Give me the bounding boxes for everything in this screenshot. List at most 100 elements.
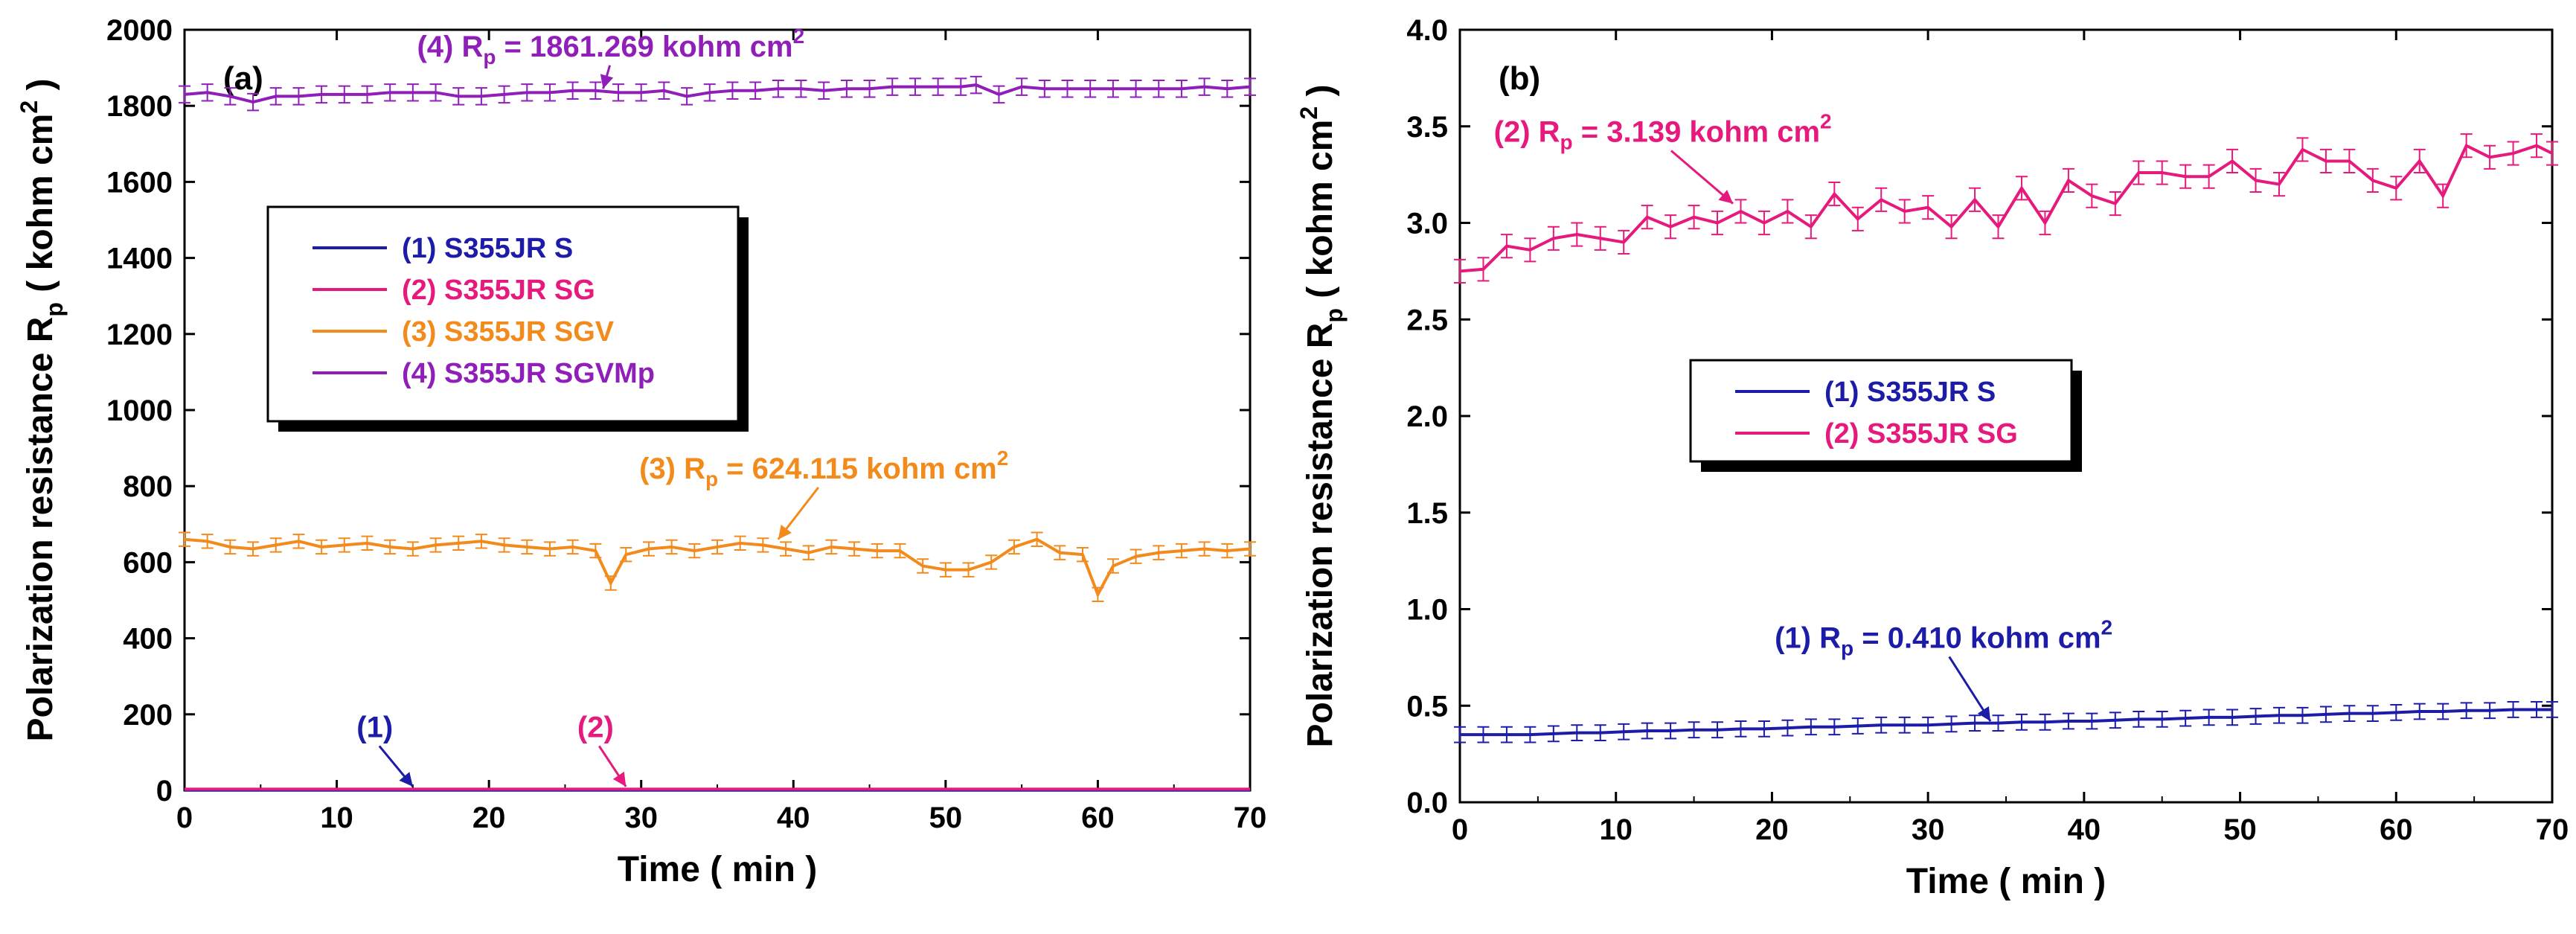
x-tick-label: 10 [320,802,353,834]
annotation-sup: 2 [793,25,805,48]
x-tick-label: 20 [472,802,506,834]
series-2 [1454,133,2558,284]
chart-panel-a: 0 10 20 30 40 50 60 70 0 200 400 600 800 1000 1200 1400… [16,14,1266,889]
y-tick-label: 1400 [106,243,173,275]
annotation-sub: p [705,467,718,490]
y-axis-title-main: Polarization resistance R [21,317,60,742]
annotation-arrow-head [612,771,627,787]
y-tick-label: 400 [123,623,173,656]
x-tick-label: 10 [1599,813,1633,846]
annotation-main: (4) R [417,31,483,63]
y-tick-label: 4.0 [1406,14,1448,47]
y-axis-title-sub: p [41,302,68,317]
panel-label: (b) [1499,60,1540,97]
annotation-rest: = 624.115 kohm cm [718,452,997,485]
x-tick-label: 40 [777,802,810,834]
y-axis-title-sub: p [1321,308,1348,323]
annotation-rest: = 3.139 kohm cm [1573,116,1820,149]
y-tick-label: 800 [123,470,173,503]
legend-box [266,205,740,423]
annotation-4: (2) [577,711,627,787]
series-line [1460,708,2552,737]
series-3 [179,531,1256,603]
y-axis-title: Polarization resistance Rp ( kohm cm2 ) [16,79,68,742]
panel-label: (a) [223,60,263,97]
x-tick-label: 50 [2223,813,2257,846]
annotation-sup: 2 [2101,615,2113,639]
legend-box [1689,359,2073,463]
y-axis-title-main: Polarization resistance R [1301,323,1340,748]
y-axis-title-end: ) [21,79,60,100]
annotation-rest: = 0.410 kohm cm [1853,621,2101,654]
y-tick-label: 0.5 [1406,690,1448,723]
x-tick-label: 70 [2536,813,2569,846]
annotation-arrow-head [1977,706,1991,722]
x-tick-label: 0 [176,802,193,834]
x-axis-title: Time ( min ) [1906,862,2106,901]
annotation-sub: p [1560,131,1573,154]
x-tick-label: 30 [624,802,658,834]
x-tick-label: 60 [1081,802,1115,834]
annotation-text: (2) [577,711,614,743]
legend: (1) S355JR S (2) S355JR SG [1689,359,2082,472]
y-tick-label: 2.5 [1406,304,1448,336]
x-tick-label: 0 [1452,813,1468,846]
y-tick-label: 1000 [106,394,173,427]
x-tick-label: 20 [1755,813,1789,846]
y-tick-label: 0 [156,775,173,807]
annotation-sub: p [483,45,496,68]
legend-label: (1) S355JR S [1824,377,1996,408]
annotation-text: (3) Rp = 624.115 kohm cm2 [639,447,1008,490]
annotation-text: (1) [356,711,393,743]
x-tick-label: 30 [1912,813,1945,846]
annotation-sup: 2 [997,447,1009,470]
y-tick-label: 600 [123,546,173,579]
y-axis-title-end: ) [1301,85,1340,106]
annotation-sup: 2 [1820,110,1832,133]
annotation-2: (1) Rp = 0.410 kohm cm2 [1775,615,2113,722]
annotation-arrow-head [399,772,413,787]
legend-label: (2) S355JR SG [402,275,595,306]
y-tick-label: 1800 [106,90,173,123]
y-axis-title-unit: ( kohm cm [1301,120,1340,308]
annotation-arrow-head [778,524,792,540]
chart-panel-b: 0 10 20 30 40 50 60 70 0.0 0.5 1.0 1.5 2.0 2.5 3.0 3.5 4… [1295,14,2569,901]
y-axis-title: Polarization resistance Rp ( kohm cm2 ) [1295,85,1348,748]
annotation-2: (3) Rp = 624.115 kohm cm2 [639,447,1008,540]
x-tick-label: 70 [1234,802,1267,834]
y-tick-label: 3.5 [1406,111,1448,144]
x-tick-label: 50 [929,802,963,834]
y-tick-label: 200 [123,699,173,732]
annotation-main: (2) R [1494,116,1560,149]
y-axis-title-sup: 2 [16,100,42,114]
y-tick-label: 2.0 [1406,400,1448,433]
annotation-sub: p [1841,636,1853,659]
x-tick-label: 40 [2068,813,2101,846]
y-tick-label: 1600 [106,166,173,199]
series-line [184,83,1251,104]
annotation-1: (4) Rp = 1861.269 kohm cm2 [417,25,804,89]
legend-label: (2) S355JR SG [1824,418,2018,450]
y-tick-label: 1200 [106,319,173,351]
annotation-text: (2) Rp = 3.139 kohm cm2 [1494,110,1832,154]
x-axis-title: Time ( min ) [618,850,817,889]
series-4 [179,75,1256,112]
annotation-main: (3) R [639,452,705,485]
series-line [1459,143,2553,273]
y-tick-label: 1.5 [1406,497,1448,530]
y-axis-title-unit: ( kohm cm [21,114,60,302]
annotation-main: (1) R [1775,621,1841,654]
legend: (1) S355JR S (2) S355JR SG (3) S355JR SGV (… [266,205,749,432]
legend-label: (1) S355JR S [402,233,573,264]
annotation-3: (1) [356,711,414,787]
annotation-1: (2) Rp = 3.139 kohm cm2 [1494,110,1832,205]
legend-label: (3) S355JR SGV [402,316,615,348]
y-tick-label: 3.0 [1406,208,1448,240]
y-tick-label: 2000 [106,14,173,47]
y-tick-label: 1.0 [1406,594,1448,627]
annotation-arrow-line [1670,150,1734,205]
annotation-arrow-head [1718,190,1733,204]
x-tick-label: 60 [2380,813,2413,846]
y-tick-label: 0.0 [1406,787,1448,819]
